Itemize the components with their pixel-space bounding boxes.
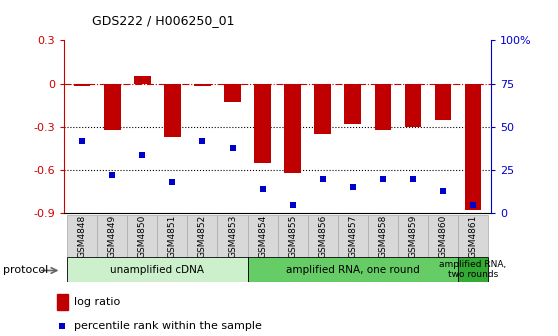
Point [78, 138, 86, 143]
Point [378, 176, 387, 181]
Bar [248, 257, 458, 282]
Text: GSM4852: GSM4852 [198, 214, 207, 258]
Bar [307, 215, 338, 257]
Bar [374, 84, 391, 130]
Bar [218, 215, 248, 257]
Bar [134, 76, 151, 84]
Text: GSM4860: GSM4860 [439, 214, 448, 258]
Bar [248, 215, 278, 257]
Bar [74, 84, 90, 86]
Point [108, 173, 117, 178]
Point [318, 176, 327, 181]
Point [348, 185, 357, 190]
Text: unamplified cDNA: unamplified cDNA [110, 265, 204, 275]
Text: GSM4856: GSM4856 [318, 214, 327, 258]
Text: GSM4854: GSM4854 [258, 214, 267, 258]
Bar [338, 215, 368, 257]
Point [198, 138, 207, 143]
Point [228, 145, 237, 150]
Bar [194, 84, 211, 86]
Bar [164, 84, 181, 137]
Text: GSM4858: GSM4858 [378, 214, 387, 258]
Text: amplified RNA, one round: amplified RNA, one round [286, 265, 420, 275]
Text: GSM4850: GSM4850 [138, 214, 147, 258]
Bar [187, 215, 218, 257]
Bar [67, 257, 248, 282]
Text: GSM4859: GSM4859 [408, 214, 417, 258]
Bar [67, 215, 97, 257]
Bar [224, 84, 241, 102]
Text: log ratio: log ratio [74, 297, 121, 307]
Bar [428, 215, 458, 257]
Bar [104, 84, 121, 130]
Point [258, 186, 267, 192]
Text: percentile rank within the sample: percentile rank within the sample [74, 321, 262, 331]
Text: GSM4855: GSM4855 [288, 214, 297, 258]
Bar [157, 215, 187, 257]
Bar [368, 215, 398, 257]
Text: protocol: protocol [3, 265, 48, 276]
Text: GSM4857: GSM4857 [348, 214, 357, 258]
Bar [435, 84, 451, 120]
Bar [314, 84, 331, 134]
Point [168, 179, 177, 185]
Bar [278, 215, 307, 257]
Bar [127, 215, 157, 257]
Bar [458, 257, 488, 282]
Text: GSM4848: GSM4848 [78, 214, 86, 258]
Point [469, 202, 478, 207]
Bar [344, 84, 361, 124]
Text: GSM4861: GSM4861 [469, 214, 478, 258]
Bar [405, 84, 421, 127]
Text: GDS222 / H006250_01: GDS222 / H006250_01 [92, 14, 234, 27]
Bar [465, 84, 481, 210]
Point [439, 188, 448, 194]
Text: amplified RNA,
two rounds: amplified RNA, two rounds [439, 260, 507, 279]
Bar [57, 294, 68, 310]
Text: GSM4849: GSM4849 [108, 214, 117, 258]
Point [408, 176, 417, 181]
Point [288, 202, 297, 207]
Point [138, 152, 147, 157]
Bar [254, 84, 271, 163]
Text: GSM4853: GSM4853 [228, 214, 237, 258]
Bar [398, 215, 428, 257]
Bar [285, 84, 301, 173]
Text: GSM4851: GSM4851 [168, 214, 177, 258]
Point [58, 323, 67, 328]
Bar [97, 215, 127, 257]
Bar [458, 215, 488, 257]
